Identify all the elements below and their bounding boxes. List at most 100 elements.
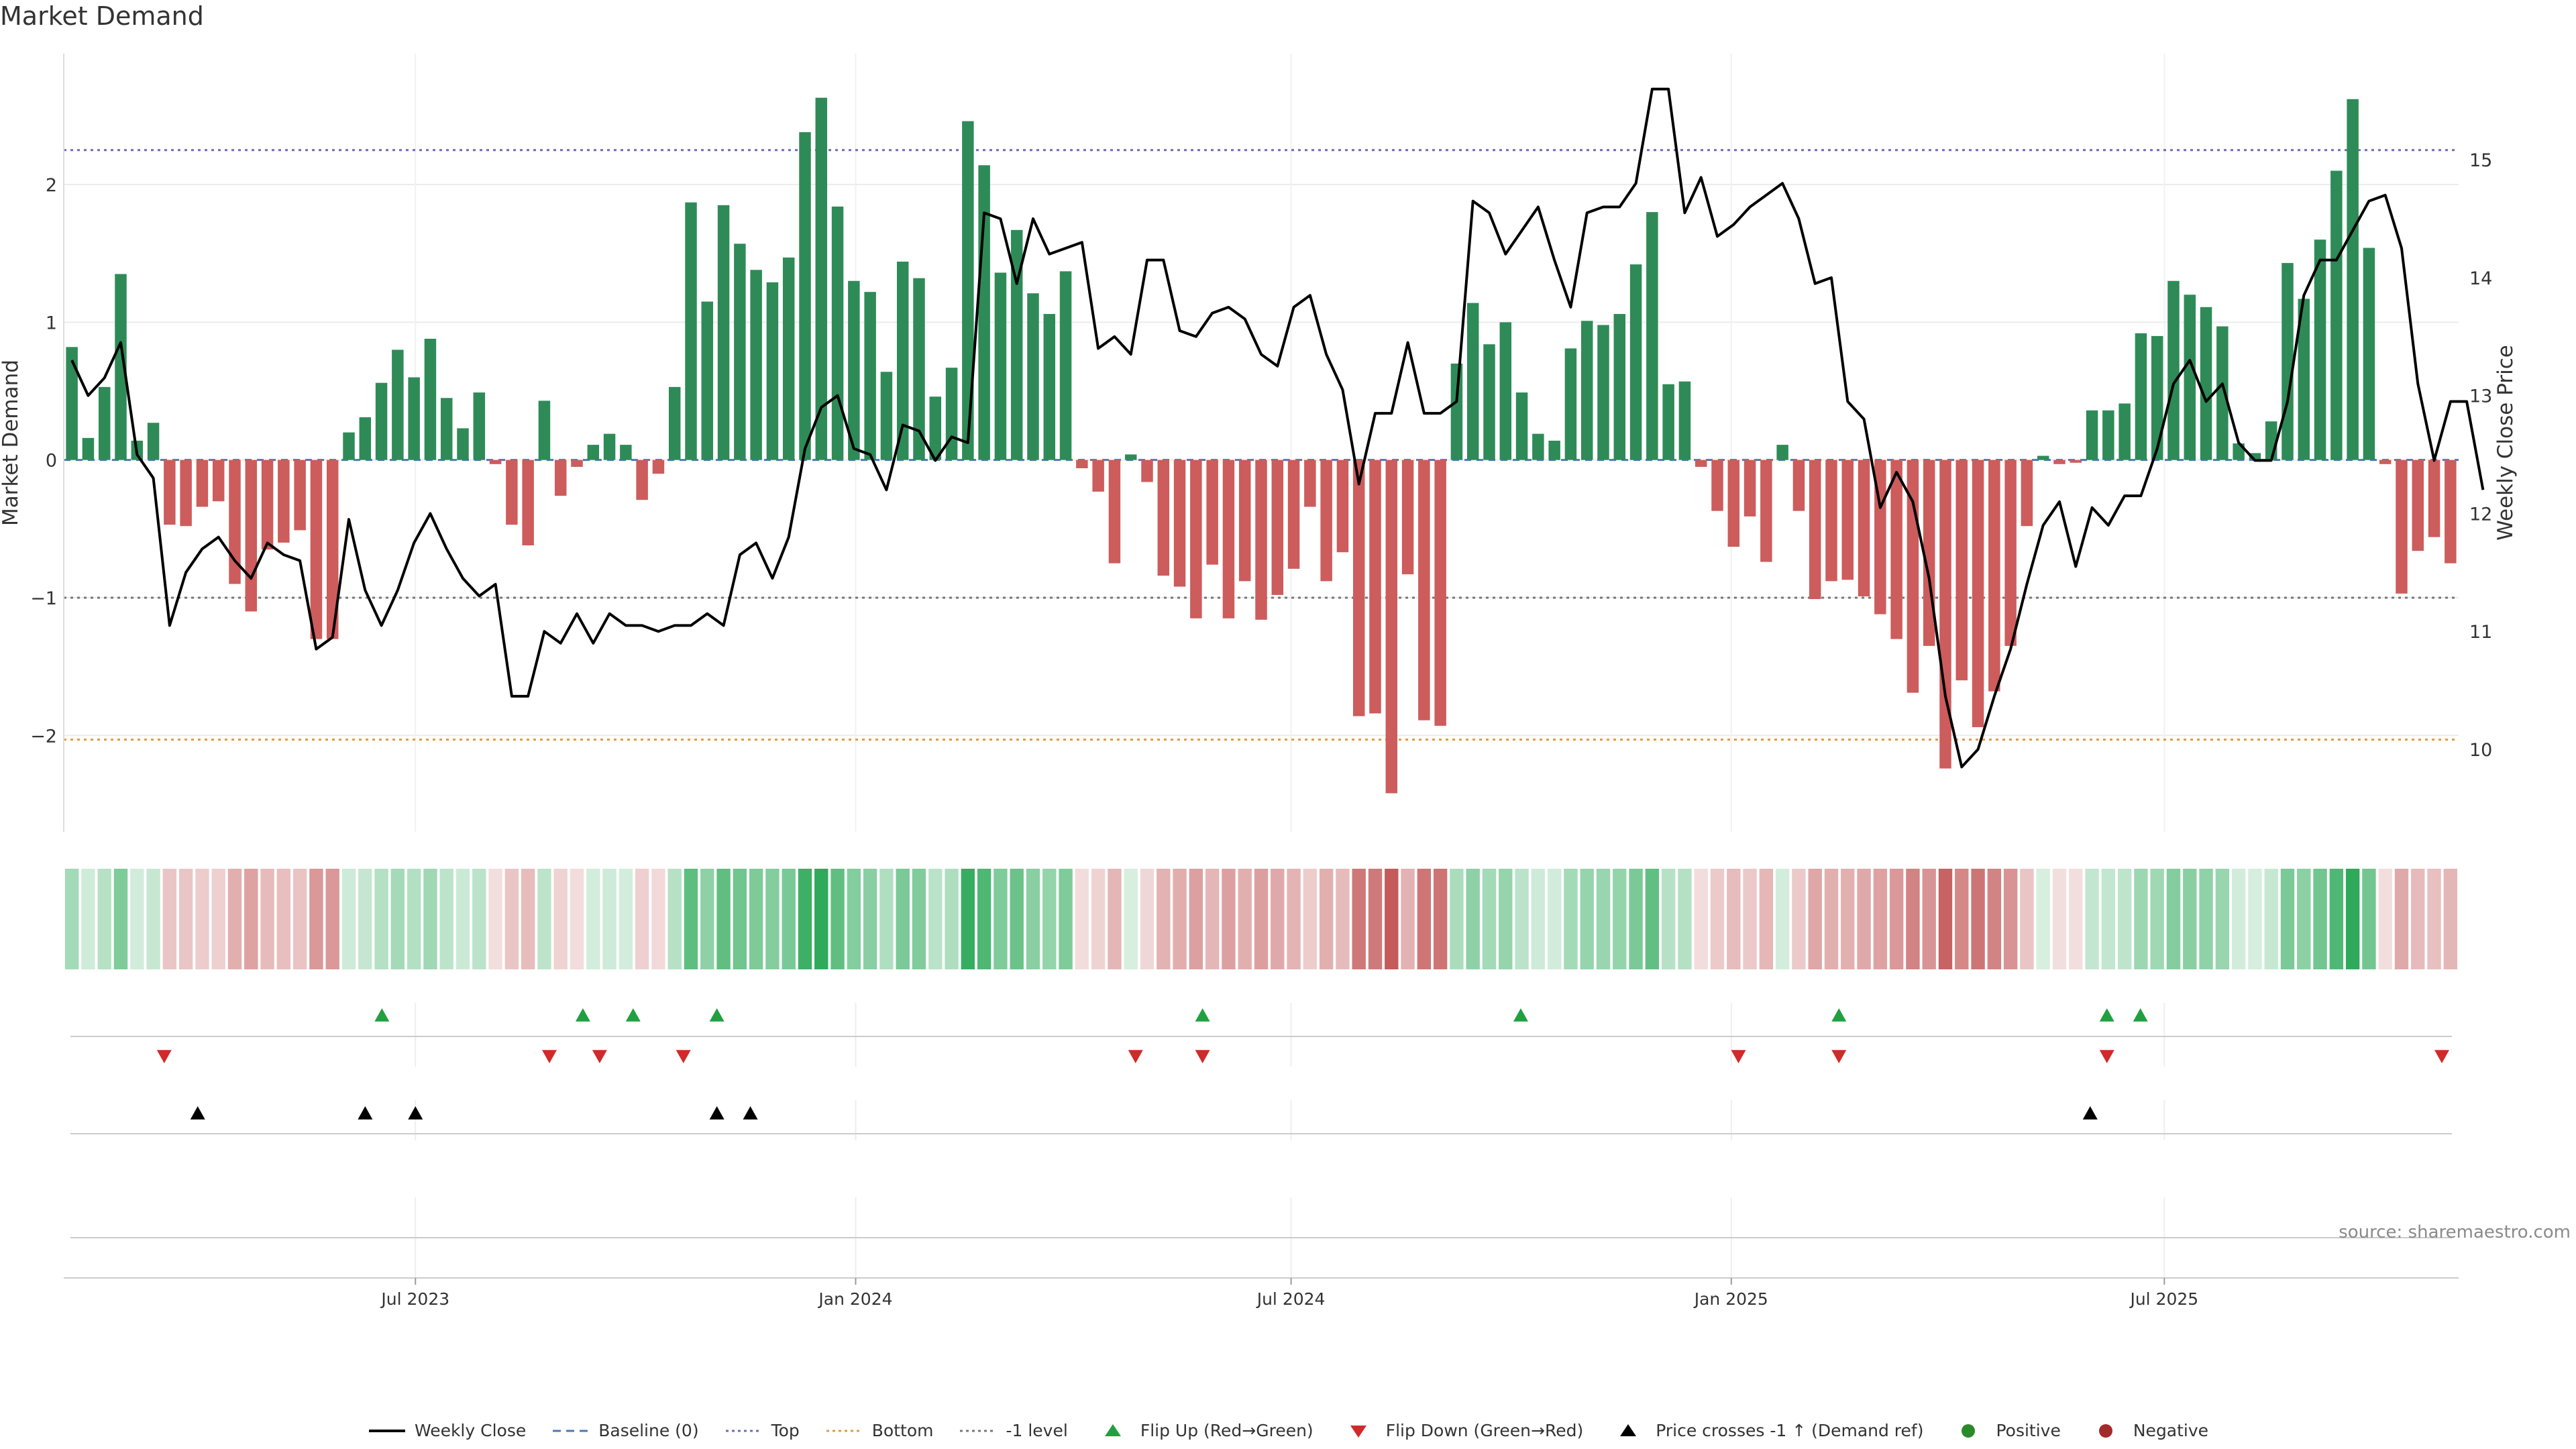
legend-triangle-up: [1104, 1424, 1121, 1436]
demand-bar: [538, 400, 551, 460]
demand-bar: [1271, 460, 1284, 595]
demand-bar: [147, 423, 160, 460]
heat-cell: [1629, 869, 1643, 969]
demand-bar: [2118, 403, 2131, 460]
heat-cell: [553, 869, 568, 969]
heat-cell: [1727, 869, 1741, 969]
demand-bar: [799, 132, 811, 460]
heat-cell: [81, 869, 95, 969]
heat-cell: [879, 869, 894, 969]
heat-cell: [1287, 869, 1301, 969]
heat-cell: [2427, 869, 2441, 969]
heat-cell: [1873, 869, 1888, 969]
heat-cell: [341, 869, 356, 969]
demand-bar: [115, 274, 127, 460]
y-tick-label: −1: [30, 588, 57, 609]
demand-bar: [587, 445, 600, 460]
heat-cell: [1710, 869, 1725, 969]
heat-cell: [1906, 869, 1920, 969]
legend-label: Weekly Close: [414, 1421, 527, 1440]
heat-cell: [97, 869, 111, 969]
demand-bar: [1255, 460, 1267, 620]
demand-bar: [196, 460, 209, 507]
heat-cell: [977, 869, 991, 969]
demand-bar: [1760, 460, 1772, 562]
demand-bar: [864, 292, 876, 460]
heat-cell: [1319, 869, 1334, 969]
heat-cell: [2199, 869, 2213, 969]
heat-cell: [1596, 869, 1611, 969]
heat-cell: [1075, 869, 1089, 969]
heat-cell: [2003, 869, 2018, 969]
y2-tick-label: 15: [2469, 150, 2492, 171]
heat-cell: [2150, 869, 2164, 969]
demand-bar: [1564, 348, 1577, 460]
heat-cell: [1433, 869, 1448, 969]
heat-cell: [1352, 869, 1366, 969]
demand-bar: [1352, 460, 1365, 716]
heat-cell: [227, 869, 242, 969]
demand-bar: [245, 460, 258, 612]
heat-cell: [1580, 869, 1594, 969]
demand-bar: [734, 244, 746, 460]
demand-bar: [408, 377, 420, 460]
flip-down-marker: [1195, 1050, 1210, 1063]
demand-bar: [766, 282, 779, 460]
flip-markers: [70, 1003, 2452, 1067]
demand-bar: [1792, 460, 1805, 511]
demand-bar: [2200, 307, 2212, 460]
heat-cell: [1792, 869, 1806, 969]
demand-bar: [326, 460, 339, 639]
legend-symbol: [2098, 1424, 2112, 1438]
legend-label: -1 level: [1006, 1421, 1068, 1440]
heat-cell: [504, 869, 519, 969]
heat-cell: [1482, 869, 1497, 969]
demand-bar: [1988, 460, 2000, 692]
heat-cell: [1613, 869, 1627, 969]
weekly-close-line: [70, 87, 2485, 769]
demand-bar: [1450, 363, 1463, 460]
heat-cell: [733, 869, 747, 969]
heat-cell: [1661, 869, 1676, 969]
heat-cell: [765, 869, 780, 969]
heat-cell: [244, 869, 258, 969]
heat-cell: [961, 869, 975, 969]
legend-label: Baseline (0): [598, 1421, 699, 1440]
demand-bar: [1532, 433, 1544, 460]
heat-cell: [1775, 869, 1790, 969]
x-tick-label: Jan 2025: [1693, 1289, 1768, 1309]
legend-label: Bottom: [871, 1421, 934, 1440]
heat-cell: [1955, 869, 1969, 969]
heat-cell: [1547, 869, 1562, 969]
legend: Weekly Close Baseline (0) Top Bottom -1 leve…: [0, 1421, 2576, 1440]
demand-bar: [457, 428, 469, 460]
demand-bar: [1711, 460, 1723, 511]
demand-bar: [1483, 344, 1495, 460]
demand-bar: [2282, 263, 2294, 460]
heat-cell: [1222, 869, 1236, 969]
legend-circle: [2098, 1424, 2112, 1438]
flip-down-marker: [592, 1050, 607, 1063]
demand-bar: [685, 202, 697, 460]
legend-symbol: [1620, 1424, 1637, 1436]
legend-item: Positive: [1949, 1421, 2061, 1440]
demand-heat-strip: [64, 869, 2458, 969]
demand-bar: [2167, 280, 2180, 460]
heat-cell: [1759, 869, 1774, 969]
heat-cell: [847, 869, 861, 969]
demand-bar: [1401, 460, 1414, 575]
y2-tick-label: 11: [2469, 622, 2492, 643]
legend-triangle-down: [1350, 1425, 1366, 1438]
demand-bar: [1108, 460, 1121, 564]
heat-cell: [2378, 869, 2392, 969]
heat-cell: [2313, 869, 2327, 969]
demand-bar: [1434, 460, 1446, 726]
demand-bar: [1092, 460, 1104, 492]
heat-cell: [586, 869, 600, 969]
heat-cell: [2134, 869, 2148, 969]
demand-bar: [392, 350, 404, 460]
heat-cell: [2215, 869, 2230, 969]
heat-cell: [521, 869, 535, 969]
cross-marker: [743, 1106, 758, 1120]
legend-symbol: [1962, 1424, 1976, 1438]
